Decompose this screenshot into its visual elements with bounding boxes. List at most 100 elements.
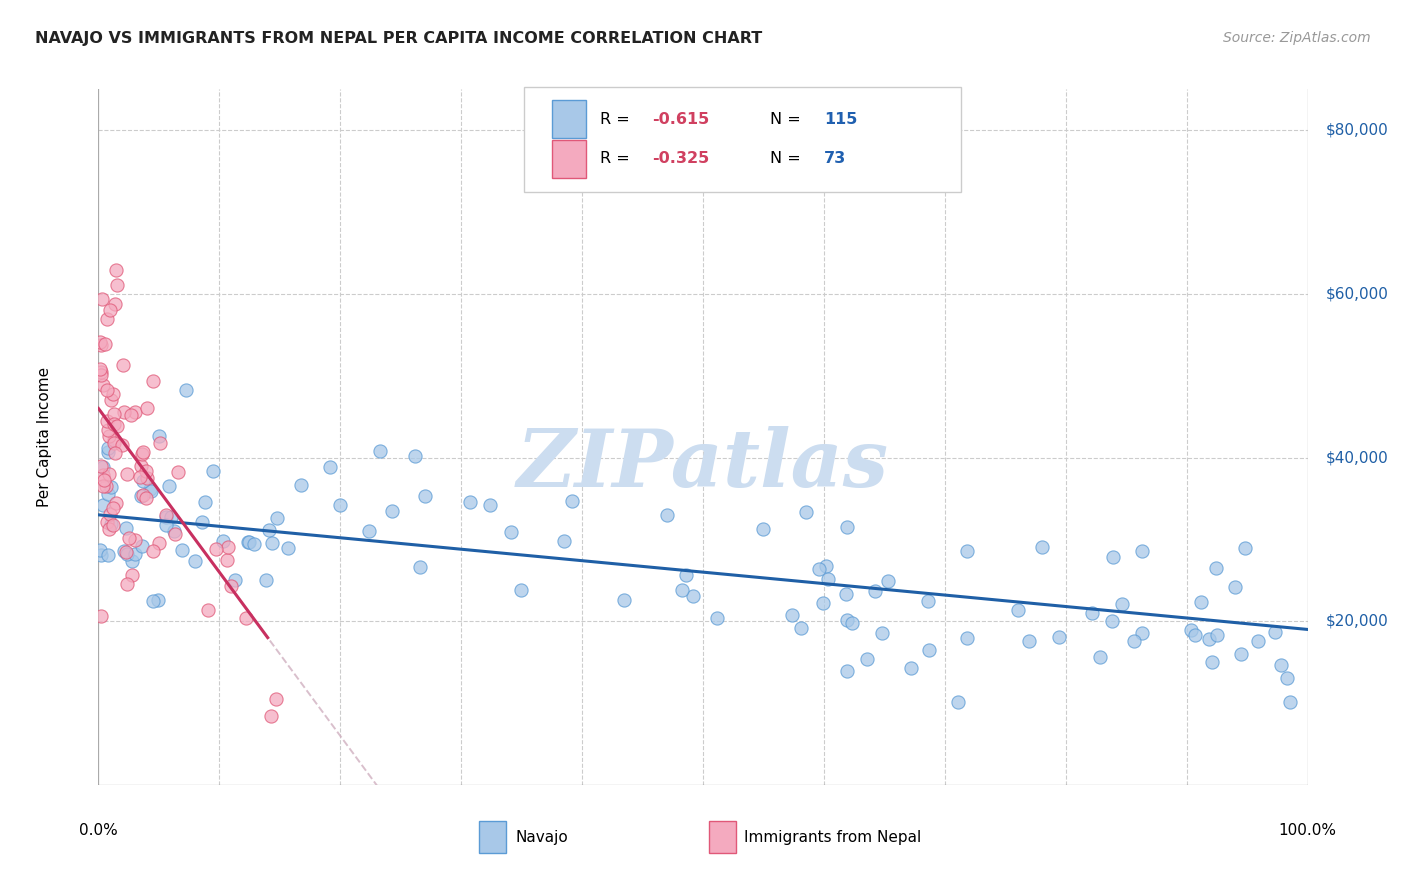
Point (141, 484, 163, 499)
Point (807, 562, 830, 576)
Point (103, 435, 125, 450)
Point (191, 515, 214, 529)
Point (706, 610, 728, 624)
FancyBboxPatch shape (479, 822, 506, 853)
Text: NAVAJO VS IMMIGRANTS FROM NEPAL PER CAPITA INCOME CORRELATION CHART: NAVAJO VS IMMIGRANTS FROM NEPAL PER CAPI… (35, 31, 762, 46)
Point (794, 505, 817, 519)
Point (129, 470, 152, 484)
Text: 0.0%: 0.0% (79, 823, 118, 838)
Point (381, 504, 404, 518)
Point (90, 338, 112, 352)
Point (1264, 625, 1286, 640)
Point (112, 405, 135, 419)
Point (132, 474, 155, 488)
Text: 100.0%: 100.0% (1278, 823, 1337, 838)
Point (1184, 627, 1206, 641)
Point (194, 494, 217, 508)
Point (120, 408, 142, 422)
Point (841, 616, 863, 631)
FancyBboxPatch shape (524, 87, 960, 192)
Point (129, 459, 152, 474)
Point (97, 428, 120, 442)
Point (103, 407, 125, 421)
Point (136, 401, 159, 415)
Point (93, 473, 115, 487)
Point (1278, 695, 1301, 709)
Point (93, 479, 115, 493)
Point (817, 572, 839, 586)
Point (510, 582, 533, 597)
Point (217, 540, 239, 554)
Point (1205, 561, 1227, 575)
Point (1130, 625, 1153, 640)
Point (257, 523, 280, 537)
Point (148, 535, 170, 549)
Point (132, 444, 155, 458)
Point (357, 524, 380, 538)
Point (96, 515, 118, 529)
Point (111, 438, 134, 452)
Text: Navajo: Navajo (516, 830, 568, 845)
FancyBboxPatch shape (551, 140, 586, 178)
Text: Immigrants from Nepal: Immigrants from Nepal (744, 830, 921, 845)
Point (675, 567, 697, 582)
Point (107, 418, 129, 433)
Point (553, 534, 575, 549)
Text: Per Capita Income: Per Capita Income (37, 367, 52, 508)
Point (90, 368, 112, 382)
Point (243, 536, 266, 550)
Point (201, 464, 224, 478)
Point (956, 543, 979, 558)
Point (121, 567, 143, 582)
Point (160, 509, 183, 524)
Point (124, 547, 146, 561)
Point (148, 593, 170, 607)
Point (917, 642, 939, 657)
Point (1247, 634, 1270, 648)
Point (90, 459, 112, 474)
Point (115, 467, 138, 482)
Point (184, 554, 207, 568)
Point (682, 590, 704, 604)
Point (97, 441, 120, 455)
Text: 73: 73 (824, 152, 846, 166)
FancyBboxPatch shape (551, 100, 586, 138)
Point (132, 488, 155, 502)
Point (115, 545, 138, 559)
Point (790, 621, 813, 635)
Point (1180, 624, 1202, 638)
Point (91, 378, 114, 392)
Point (1206, 628, 1229, 642)
Point (118, 531, 141, 545)
Point (408, 559, 430, 574)
FancyBboxPatch shape (709, 822, 735, 853)
Point (148, 429, 170, 443)
Point (413, 489, 436, 503)
Point (115, 547, 138, 561)
Point (1223, 580, 1246, 594)
Point (89, 365, 111, 379)
Point (96, 383, 118, 397)
Point (671, 582, 693, 597)
Point (254, 573, 277, 587)
Text: Source: ZipAtlas.com: Source: ZipAtlas.com (1223, 31, 1371, 45)
Point (329, 498, 352, 512)
Text: R =: R = (600, 152, 636, 166)
Point (97, 487, 120, 501)
Point (837, 664, 859, 678)
Point (1270, 658, 1292, 673)
Point (90, 608, 112, 623)
Point (1130, 544, 1153, 558)
Text: $60,000: $60,000 (1326, 286, 1389, 301)
Point (136, 471, 159, 485)
Point (155, 508, 177, 522)
Point (104, 297, 127, 311)
Point (1031, 540, 1053, 554)
Point (1080, 606, 1102, 620)
Point (1230, 647, 1253, 661)
Point (290, 477, 312, 491)
Point (404, 450, 426, 464)
Point (1277, 671, 1299, 685)
Point (1047, 630, 1070, 644)
Point (98, 507, 121, 521)
